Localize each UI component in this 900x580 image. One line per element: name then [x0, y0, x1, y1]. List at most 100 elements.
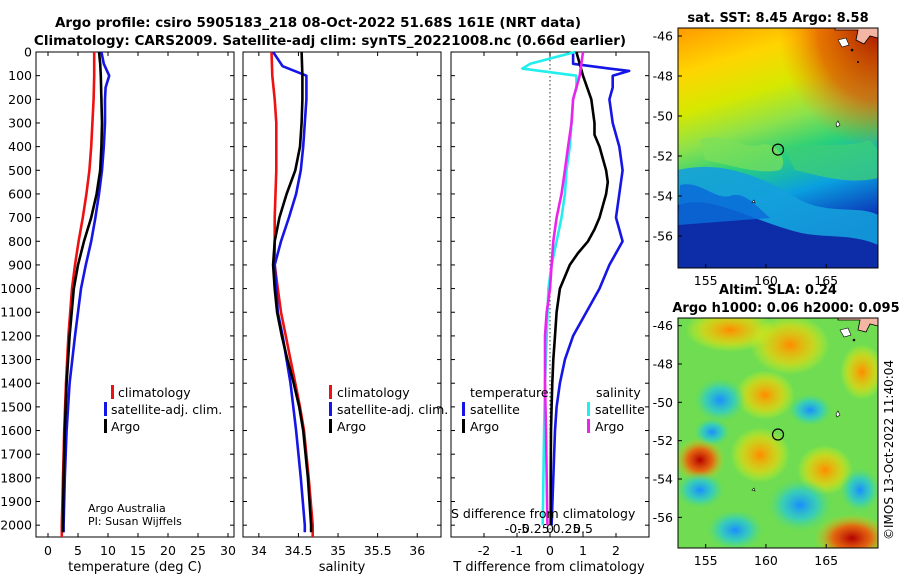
sla-map [678, 318, 878, 548]
x-tick-label: -1 [511, 543, 523, 558]
legend-s-argo: Argo [595, 419, 624, 434]
x-tick-label: 0 [44, 543, 52, 558]
map-lat-label: -50 [653, 109, 673, 124]
legend-swatch-black [104, 419, 107, 433]
y-tick-label: 1900 [0, 494, 32, 509]
legend-swatch-blue [104, 402, 107, 416]
series-argo [61, 51, 104, 533]
series-argo [271, 51, 313, 533]
series-t-satellite [550, 52, 631, 526]
x-tick-label: 15 [130, 543, 146, 558]
map-lat-label: -46 [653, 318, 673, 333]
legend-climatology: climatology [118, 385, 191, 400]
x-tick-label: 35.5 [364, 543, 392, 558]
map-lat-label: -48 [653, 357, 673, 372]
y-tick-label: 0 [24, 45, 32, 60]
legend-t-satellite: satellite [470, 402, 520, 417]
x-tick-label: 30 [220, 543, 236, 558]
x-tick-label: -2 [478, 543, 490, 558]
s-tick-label: 0.25 [553, 521, 581, 536]
x-tick-label: 25 [190, 543, 206, 558]
map-lon-label: 155 [694, 553, 718, 568]
difference-xlabel: T difference from climatology [452, 560, 645, 575]
y-tick-label: 1100 [0, 305, 32, 320]
map-lon-label: 165 [814, 273, 838, 288]
map-lat-label: -52 [653, 149, 673, 164]
x-tick-label: 35 [330, 543, 346, 558]
legend-temperature-title: temperature [470, 385, 549, 400]
x-tick-label: 36 [409, 543, 425, 558]
legend-salinity-title: salinity [596, 385, 641, 400]
figure-title-line1: Argo profile: csiro 5905183_218 08-Oct-2… [55, 15, 581, 31]
y-tick-label: 800 [8, 234, 32, 249]
legend-swatch-magenta [587, 419, 590, 433]
series-satellite-adj-clim- [62, 51, 111, 533]
legend-swatch-blue [462, 402, 465, 416]
s-difference-label: S difference from climatology [451, 506, 636, 521]
legend-s-satellite: satellite [595, 402, 645, 417]
map-lat-label: -56 [653, 510, 673, 525]
sla-map-frame [677, 317, 879, 549]
y-tick-label: 600 [8, 186, 32, 201]
y-tick-label: 2000 [0, 518, 32, 533]
map-lon-label: 160 [754, 553, 778, 568]
s-tick-label: -0.25 [517, 521, 549, 536]
sst-map-frame [677, 27, 879, 269]
difference-legend: temperature satellite Argo salinity sate… [462, 385, 645, 434]
s-tick-label: 0.5 [573, 521, 593, 536]
temperature-panel [35, 51, 235, 538]
sst-map-title: sat. SST: 8.45 Argo: 8.58 [687, 11, 868, 26]
legend-t-argo: Argo [470, 419, 499, 434]
y-tick-label: 1600 [0, 423, 32, 438]
y-tick-label: 1400 [0, 376, 32, 391]
map-lat-label: -56 [653, 229, 673, 244]
y-tick-label: 1500 [0, 399, 32, 414]
x-tick-label: 1 [579, 543, 587, 558]
y-tick-label: 500 [8, 163, 32, 178]
temperature-xlabel: temperature (deg C) [68, 560, 202, 575]
watermark: ©IMOS 13-Oct-2022 11:40:04 [882, 360, 896, 540]
y-tick-label: 300 [8, 115, 32, 130]
salinity-legend: climatology satellite-adj. clim. Argo [329, 385, 448, 434]
legend-satellite-adj: satellite-adj. clim. [111, 402, 222, 417]
legend-swatch-red [329, 385, 332, 399]
legend-swatch-red [111, 385, 114, 399]
map-lon-label: 165 [814, 553, 838, 568]
x-tick-label: 34.5 [285, 543, 313, 558]
series-t-argo [549, 51, 610, 526]
map-lat-label: -54 [653, 189, 673, 204]
y-tick-label: 1200 [0, 328, 32, 343]
credit-line1: Argo Australia [88, 502, 166, 515]
sla-float-marker [771, 428, 785, 441]
s-tick-label: -0.5 [505, 521, 529, 536]
y-tick-label: 1800 [0, 470, 32, 485]
legend-satellite-adj: satellite-adj. clim. [337, 402, 448, 417]
x-tick-label: 34 [251, 543, 267, 558]
series-s-argo [543, 51, 585, 526]
y-tick-label: 1700 [0, 447, 32, 462]
legend-argo: Argo [337, 419, 366, 434]
map-lon-label: 155 [694, 273, 718, 288]
sla-map-title-line1: Altim. SLA: 0.24 [719, 283, 837, 298]
temperature-legend: climatology satellite-adj. clim. Argo [104, 385, 222, 434]
y-tick-label: 1000 [0, 281, 32, 296]
x-tick-label: 2 [612, 543, 620, 558]
legend-swatch-black [329, 419, 332, 433]
legend-swatch-blue [329, 402, 332, 416]
y-tick-label: 900 [8, 257, 32, 272]
sla-map-title-line2: Argo h1000: 0.06 h2000: 0.095 [672, 301, 899, 316]
map-lat-label: -50 [653, 395, 673, 410]
sst-map [678, 28, 878, 268]
y-tick-label: 100 [8, 68, 32, 83]
salinity-xlabel: salinity [319, 560, 366, 575]
series-satellite-adj-clim- [272, 51, 308, 533]
salinity-panel [242, 51, 442, 538]
y-tick-label: 400 [8, 139, 32, 154]
x-tick-label: 0 [546, 543, 554, 558]
map-lat-label: -46 [653, 29, 673, 44]
map-lon-label: 160 [754, 273, 778, 288]
y-tick-label: 200 [8, 92, 32, 107]
credit-line2: PI: Susan Wijffels [88, 515, 182, 528]
legend-swatch-black [462, 419, 465, 433]
